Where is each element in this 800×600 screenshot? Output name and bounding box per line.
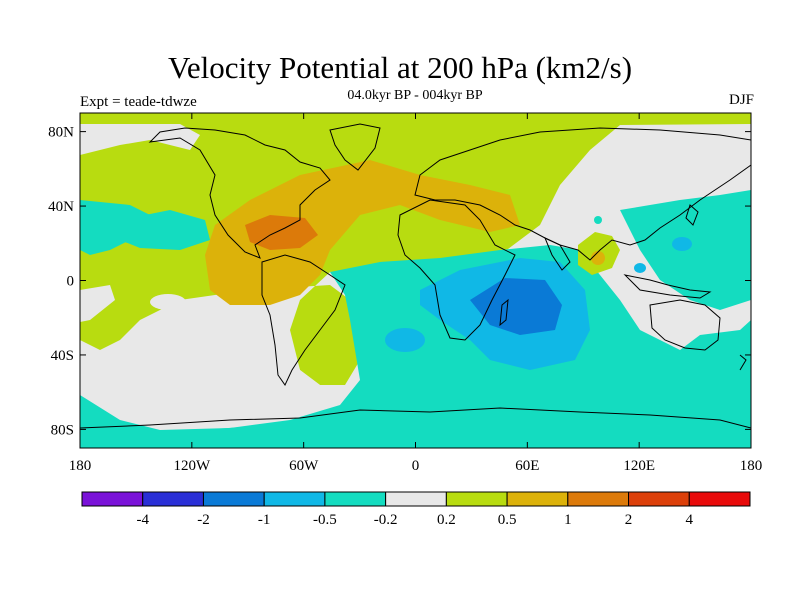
colorbar-label: -4 xyxy=(136,512,149,528)
field-negative-weak-pacific xyxy=(80,200,150,255)
map-title: Velocity Potential at 200 hPa (km2/s) xyxy=(167,50,633,85)
colorbar-label: -2 xyxy=(197,512,210,528)
lon-tick-label: 60E xyxy=(515,458,539,474)
lon-tick-label: 60W xyxy=(289,458,319,474)
colorbar-label: -0.2 xyxy=(374,512,398,528)
coast-india xyxy=(544,237,571,271)
coastlines xyxy=(80,123,751,429)
colorbar-label: 1 xyxy=(564,512,572,528)
field-negative-wpacific-core-2 xyxy=(634,263,646,273)
lat-tick-label: 0 xyxy=(67,274,75,290)
field-positive-atlantic xyxy=(205,160,520,305)
coast-maritime xyxy=(623,274,712,299)
lon-tick-label: 120E xyxy=(623,458,655,474)
colorbar-swatch xyxy=(445,491,508,507)
season-label: DJF xyxy=(728,92,754,108)
latitude-axis: 80N 40N 0 40S 80S xyxy=(48,125,751,438)
coast-japan xyxy=(685,204,699,226)
field-negative-south-atlantic xyxy=(385,328,425,352)
colorbar: -4 -2 -1 -0.5 -0.2 0.2 0.5 1 2 4 xyxy=(81,491,751,528)
colorbar-label: -1 xyxy=(258,512,271,528)
colorbar-swatch xyxy=(324,491,387,507)
longitude-axis: 180 120W 60W 0 60E 120E 180 xyxy=(69,113,763,474)
lon-tick-label: 120W xyxy=(173,458,211,474)
colorbar-label: 2 xyxy=(625,512,633,528)
coast-north-america xyxy=(148,127,331,259)
field-negative-weak-pacific-2 xyxy=(120,210,210,250)
coast-greenland xyxy=(329,123,381,171)
experiment-label: Expt = teade-tdwze xyxy=(80,94,197,110)
colorbar-label: 0.5 xyxy=(498,512,517,528)
field-negative-wpacific-core xyxy=(672,237,692,251)
lon-tick-label: 0 xyxy=(412,458,420,474)
coast-south-america xyxy=(261,254,346,386)
coast-eurasia xyxy=(414,127,751,261)
colorbar-swatch xyxy=(202,491,265,507)
coast-africa xyxy=(397,199,516,341)
colorbar-swatch xyxy=(628,491,690,507)
colorbar-swatch xyxy=(263,491,326,507)
field-positive-strong-caribbean xyxy=(245,215,318,250)
map-subtitle: 04.0kyr BP - 004kyr BP xyxy=(347,88,483,103)
field-negative-weak-antarctic xyxy=(80,420,340,448)
colorbar-label: 0.2 xyxy=(437,512,456,528)
field-neutral-blob xyxy=(150,294,186,310)
velocity-potential-field xyxy=(80,113,751,448)
lat-tick-label: 40N xyxy=(48,199,74,215)
coast-madagascar xyxy=(499,298,509,327)
colorbar-swatch xyxy=(688,491,751,507)
field-positive-seasia-core xyxy=(591,251,605,265)
coast-antarctica xyxy=(80,407,751,429)
colorbar-label: -0.5 xyxy=(313,512,337,528)
field-negative-strong-indian xyxy=(470,278,562,335)
lat-tick-label: 40S xyxy=(51,348,74,364)
coast-new-zealand xyxy=(739,354,747,371)
colorbar-swatch xyxy=(567,491,630,507)
lat-tick-label: 80N xyxy=(48,125,74,141)
colorbar-swatch xyxy=(506,491,569,507)
field-neutral-arctic xyxy=(80,124,200,155)
colorbar-label: 4 xyxy=(686,512,694,528)
lat-tick-label: 80S xyxy=(51,422,74,438)
lon-tick-label: 180 xyxy=(740,458,763,474)
field-negative-small xyxy=(594,216,602,224)
lon-tick-label: 180 xyxy=(69,458,92,474)
field-positive-weak-americas xyxy=(80,113,751,385)
field-neutral-left xyxy=(80,285,115,322)
colorbar-swatch xyxy=(142,491,204,507)
colorbar-swatch xyxy=(81,491,144,507)
colorbar-swatch xyxy=(385,491,447,507)
coast-australia xyxy=(649,299,721,351)
field-neutral-south xyxy=(80,340,345,425)
